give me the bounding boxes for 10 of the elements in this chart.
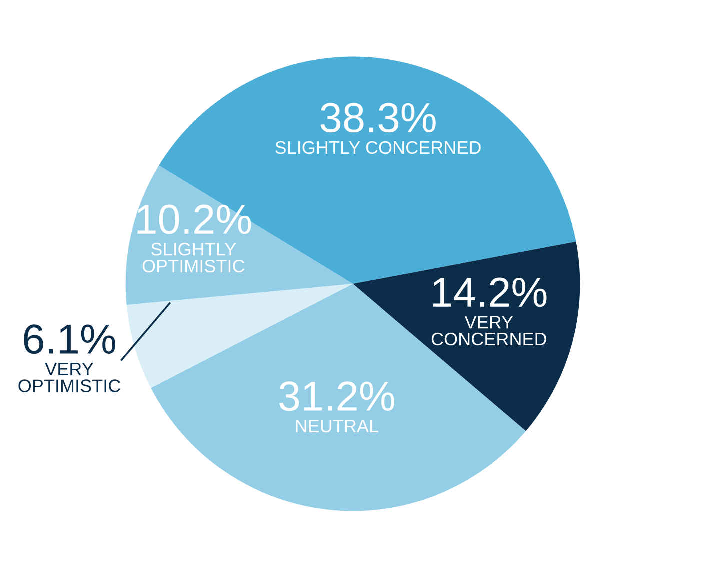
slice-label: SLIGHTLY CONCERNED xyxy=(276,141,481,154)
slice-label: SLIGHTLY OPTIMISTIC xyxy=(142,243,245,273)
slice-label: VERY OPTIMISTIC xyxy=(18,363,120,392)
data-label: 6.1% xyxy=(24,324,116,354)
data-label: 14.2% xyxy=(433,278,547,308)
slice-label: NEUTRAL xyxy=(296,420,378,433)
data-label: 31.2% xyxy=(279,382,394,412)
slice-label: VERY CONCERNED xyxy=(432,316,546,346)
data-label: 10.2% xyxy=(138,204,252,234)
data-label: 38.3% xyxy=(320,103,436,133)
